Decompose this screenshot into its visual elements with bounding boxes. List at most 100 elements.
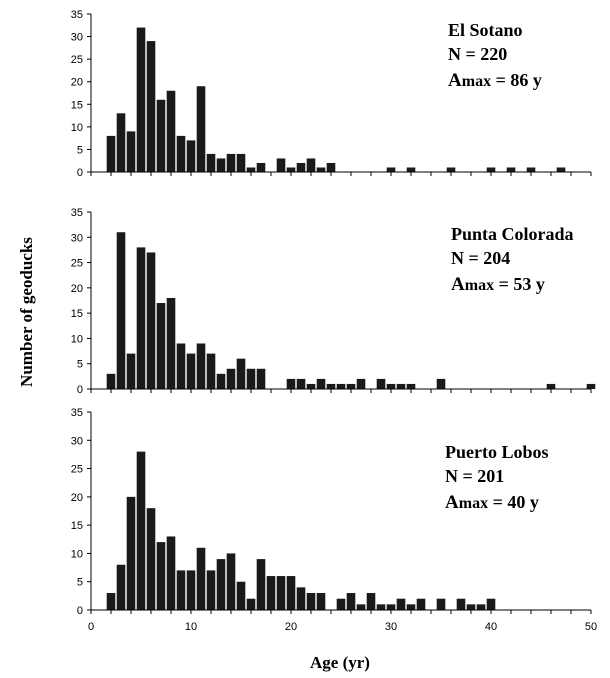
- bar: [206, 570, 216, 610]
- bar: [246, 167, 256, 172]
- bar: [256, 368, 266, 389]
- bar: [206, 353, 216, 389]
- panel-3: 0 5 10 15 20 25 30 35 0 10 20 30 40 50 Puerto Lobos N =…: [71, 407, 597, 633]
- bar: [296, 587, 306, 610]
- bar: [156, 303, 166, 389]
- bar: [156, 99, 166, 172]
- y-tick-label: 10: [71, 548, 83, 560]
- bar: [486, 167, 496, 172]
- bar: [216, 559, 226, 610]
- bar: [476, 604, 486, 610]
- bar: [186, 140, 196, 172]
- bar: [126, 131, 136, 172]
- bar: [186, 353, 196, 389]
- bar: [296, 162, 306, 172]
- bar: [286, 378, 296, 389]
- x-tick-label: 0: [88, 621, 94, 633]
- bar: [546, 383, 556, 389]
- bar: [466, 604, 476, 610]
- bar: [136, 451, 146, 610]
- bar: [306, 383, 316, 389]
- bar: [436, 378, 446, 389]
- bar: [126, 496, 136, 610]
- bar: [226, 368, 236, 389]
- bar: [356, 604, 366, 610]
- panel-2: 0 5 10 15 20 25 30 35 Punta Colorada N = 204 Amax …: [71, 207, 596, 396]
- x-tick-label: 30: [385, 621, 397, 633]
- bar: [416, 598, 426, 610]
- bar: [146, 508, 156, 610]
- bar: [446, 167, 456, 172]
- y-tick-label: 20: [71, 492, 83, 504]
- y-tick-label: 15: [71, 99, 83, 111]
- bar: [336, 598, 346, 610]
- y-tick-label: 5: [77, 359, 83, 371]
- bar: [206, 153, 216, 172]
- bar: [306, 593, 316, 610]
- bar: [106, 593, 116, 610]
- bar: [196, 343, 206, 389]
- bar: [166, 536, 176, 610]
- y-tick-label: 25: [71, 464, 83, 476]
- bar: [286, 167, 296, 172]
- y-tick-label: 5: [77, 577, 83, 589]
- bar: [326, 162, 336, 172]
- bar: [386, 383, 396, 389]
- bar: [146, 41, 156, 173]
- y-tick-label: 15: [71, 520, 83, 532]
- bar: [196, 547, 206, 610]
- bar: [166, 297, 176, 389]
- y-tick-label: 0: [77, 384, 83, 396]
- bar: [296, 378, 306, 389]
- bar: [216, 158, 226, 172]
- y-tick-label: 30: [71, 435, 83, 447]
- y-tick-label: 35: [71, 407, 83, 419]
- bar: [236, 358, 246, 389]
- bar: [526, 167, 536, 172]
- bar: [146, 252, 156, 389]
- bar: [246, 368, 256, 389]
- y-tick-label: 30: [71, 232, 83, 244]
- bar: [246, 598, 256, 610]
- bar: [266, 576, 276, 610]
- bar: [556, 167, 566, 172]
- bar: [276, 576, 286, 610]
- y-tick-label: 35: [71, 9, 83, 21]
- bar: [116, 564, 126, 610]
- bar: [256, 162, 266, 172]
- bar: [106, 135, 116, 172]
- panel-title: Punta Colorada: [451, 224, 574, 244]
- bar: [176, 135, 186, 172]
- panel-title: El Sotano: [448, 20, 523, 40]
- bar: [386, 604, 396, 610]
- bar: [116, 232, 126, 389]
- x-tick-label: 40: [485, 621, 497, 633]
- panel-n-label: N = 204: [451, 248, 510, 268]
- bar: [406, 167, 416, 172]
- y-tick-label: 20: [71, 77, 83, 89]
- y-axis-title: Number of geoducks: [17, 237, 36, 387]
- bar: [346, 383, 356, 389]
- bar: [186, 570, 196, 610]
- x-tick-label: 20: [285, 621, 297, 633]
- panel-n-label: N = 220: [448, 44, 507, 64]
- bar: [136, 27, 146, 172]
- bar: [236, 153, 246, 172]
- x-tick-label: 50: [585, 621, 597, 633]
- bar: [196, 86, 206, 172]
- bar: [396, 383, 406, 389]
- panel-amax-label: Amax = 86 y: [448, 70, 542, 91]
- bar: [106, 373, 116, 389]
- y-tick-label: 15: [71, 308, 83, 320]
- bar: [236, 581, 246, 610]
- bar: [316, 593, 326, 610]
- bar: [316, 167, 326, 172]
- x-tick-label: 10: [185, 621, 197, 633]
- y-tick-label: 0: [77, 167, 83, 179]
- bar: [326, 383, 336, 389]
- y-tick-label: 10: [71, 122, 83, 134]
- bar: [586, 383, 596, 389]
- bar: [506, 167, 516, 172]
- bar: [346, 593, 356, 610]
